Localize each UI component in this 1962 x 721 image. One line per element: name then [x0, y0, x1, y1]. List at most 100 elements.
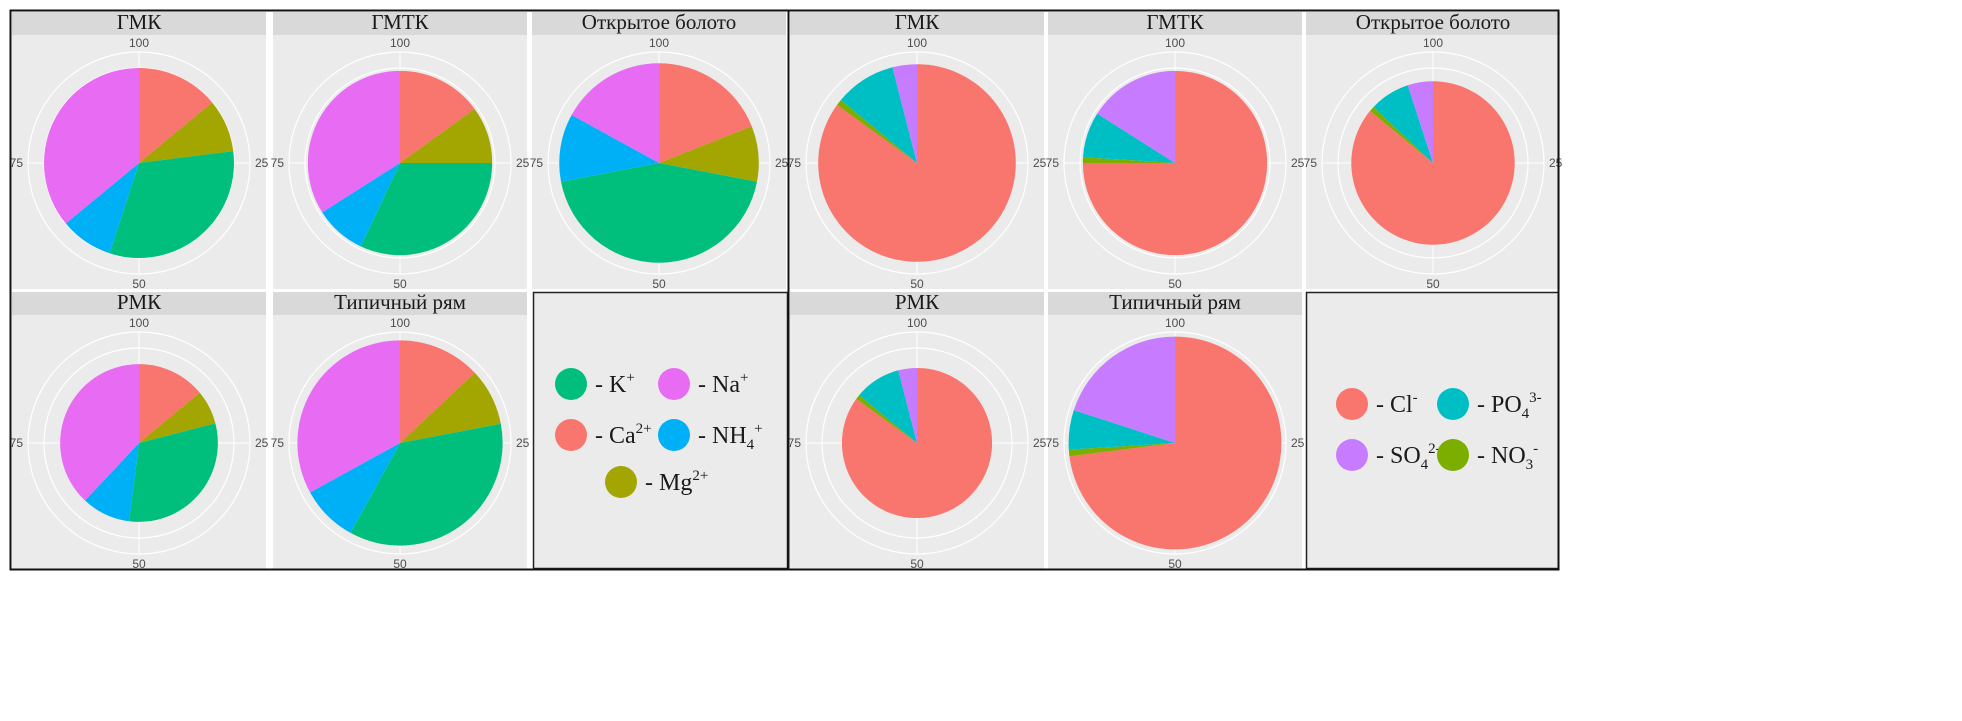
- pie-slice-mg: [400, 372, 501, 443]
- pie-slice-po4: [1083, 113, 1175, 163]
- legend-item: - Na+: [658, 368, 748, 400]
- panel-типичный-рям: Типичный рям 100 25 50 75: [1046, 290, 1305, 571]
- panel-title: Открытое болото: [582, 10, 736, 34]
- panel-title: ГМТК: [1146, 10, 1204, 34]
- theta-tick-label: 50: [393, 277, 407, 291]
- theta-tick-label: 25: [516, 436, 530, 450]
- theta-tick-label: 100: [1165, 316, 1185, 330]
- legend-swatch: [555, 419, 587, 451]
- panel-strip: [273, 12, 527, 35]
- panel-strip: [12, 12, 266, 35]
- panel-strip: [1048, 292, 1302, 315]
- theta-tick-label: 75: [1046, 436, 1060, 450]
- theta-tick-label: 25: [1549, 156, 1563, 170]
- theta-tick-label: 75: [788, 436, 802, 450]
- legend-item: - Ca2+: [555, 419, 652, 451]
- theta-tick-label: 25: [1033, 156, 1047, 170]
- legend-item: - Cl-: [1336, 388, 1418, 420]
- pie-slice-so4: [892, 64, 917, 163]
- legend-swatch: [555, 368, 587, 400]
- theta-tick-label: 75: [271, 156, 285, 170]
- panel-strip: [790, 12, 1044, 35]
- panel-title: Открытое болото: [1356, 10, 1510, 34]
- legend-label: - SO42-: [1376, 441, 1441, 473]
- pie-slice-k: [350, 423, 503, 546]
- theta-tick-label: 50: [393, 557, 407, 571]
- pie-slice-nh4: [322, 163, 400, 247]
- pie-slice-ca: [139, 68, 213, 163]
- pie-slice-ca: [139, 364, 200, 443]
- legend-swatch: [1437, 439, 1469, 471]
- pie-slice-so4: [1097, 70, 1175, 163]
- panel-title: Типичный рям: [334, 290, 466, 314]
- theta-tick-label: 75: [530, 156, 544, 170]
- legend-item: - Mg2+: [605, 466, 708, 498]
- theta-tick-label: 50: [132, 277, 146, 291]
- legend-item: - NO3-: [1437, 439, 1538, 473]
- legend-item: - SO42-: [1336, 439, 1441, 473]
- theta-tick-label: 50: [1168, 277, 1182, 291]
- theta-tick-label: 50: [910, 277, 924, 291]
- pie-slice-cl: [1351, 81, 1515, 245]
- theta-tick-label: 100: [907, 316, 927, 330]
- panel-title: РМК: [117, 290, 162, 314]
- legend-label: - Ca2+: [595, 421, 652, 449]
- pie-slice-so4: [898, 367, 917, 443]
- pie-slice-nh4: [85, 443, 139, 522]
- panel-strip: [1048, 12, 1302, 35]
- panel-strip: [273, 292, 527, 315]
- panel-title: ГМТК: [371, 10, 429, 34]
- legend-label: - Cl-: [1376, 390, 1418, 418]
- pie-slice-no3: [856, 395, 917, 443]
- theta-tick-label: 100: [390, 36, 410, 50]
- pie-slice-nh4: [65, 163, 139, 254]
- theta-tick-label: 75: [10, 156, 24, 170]
- theta-tick-label: 25: [1033, 436, 1047, 450]
- panel-strip: [790, 292, 1044, 315]
- theta-tick-label: 75: [10, 436, 24, 450]
- theta-tick-label: 100: [129, 36, 149, 50]
- panel-рмк: РМК 100 25 50 75: [10, 290, 269, 571]
- panel-strip: [1306, 12, 1560, 35]
- legend-box: [1305, 291, 1560, 570]
- pie-slice-cl: [1069, 336, 1282, 550]
- legend-swatch: [658, 368, 690, 400]
- pie-slice-na: [571, 63, 659, 163]
- theta-tick-label: 25: [1291, 156, 1305, 170]
- pie-slice-po4: [859, 370, 917, 443]
- panel-гмк: ГМК 100 25 50 75: [10, 10, 269, 291]
- theta-tick-label: 75: [1046, 156, 1060, 170]
- legend-swatch: [1336, 388, 1368, 420]
- pie-slice-po4: [1068, 410, 1175, 450]
- theta-tick-label: 50: [1426, 277, 1440, 291]
- theta-tick-label: 50: [910, 557, 924, 571]
- panel-гмтк: ГМТК 100 25 50 75: [271, 10, 530, 291]
- pie-slice-ca: [659, 63, 752, 163]
- legend-label: - K+: [595, 370, 635, 398]
- pie-slice-so4: [1073, 336, 1175, 443]
- pie-slice-mg: [139, 102, 234, 163]
- theta-tick-label: 100: [129, 316, 149, 330]
- legend-swatch: [1437, 388, 1469, 420]
- panel-типичный-рям: Типичный рям 100 25 50 75: [271, 290, 530, 571]
- pie-slice-nh4: [310, 443, 400, 533]
- pie-slice-so4: [1407, 81, 1433, 163]
- pie-slice-no3: [837, 100, 917, 163]
- panel-title: Типичный рям: [1109, 290, 1241, 314]
- legend-item: - K+: [555, 368, 635, 400]
- pie-slice-k: [109, 151, 234, 259]
- pie-slice-na: [43, 68, 140, 224]
- legend-label: - Na+: [698, 370, 748, 398]
- pie-slice-cl: [841, 367, 993, 519]
- pie-slice-po4: [840, 67, 917, 163]
- pie-slice-k: [561, 163, 757, 263]
- pie-slice-k: [129, 423, 218, 522]
- theta-tick-label: 100: [1165, 36, 1185, 50]
- panel-strip: [532, 12, 786, 35]
- legend-swatch: [605, 466, 637, 498]
- legend-label: - PO43-: [1477, 390, 1542, 422]
- panel-title: РМК: [895, 290, 940, 314]
